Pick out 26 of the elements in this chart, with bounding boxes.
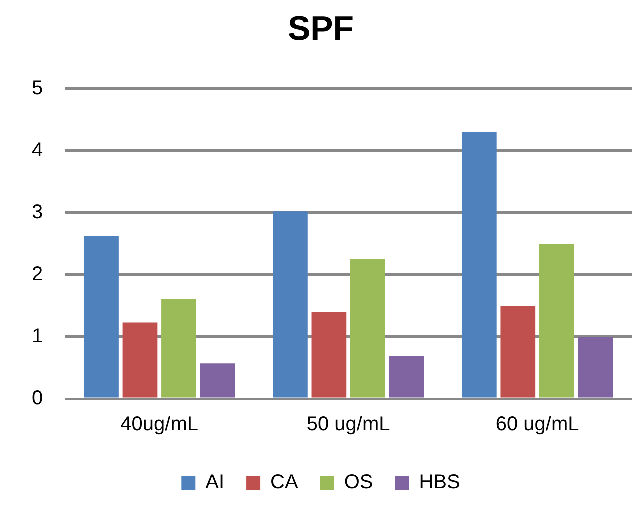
bar [350,259,386,398]
x-tick-label: 60 ug/mL [496,414,580,436]
y-tick-label: 4 [32,139,44,162]
bar [122,322,158,398]
legend-label: OS [344,472,374,494]
y-tick-label: 0 [32,388,44,410]
bar [312,312,347,398]
legend-label: CA [270,472,299,494]
legend-label: HBS [419,472,460,494]
bar [500,306,536,398]
bar [162,299,196,398]
y-tick-label: 2 [32,263,44,286]
bar [389,356,424,398]
y-tick-label: 5 [32,77,44,100]
x-tick-label: 40ug/mL [120,414,199,436]
y-tick-label: 1 [32,325,44,348]
y-tick-label: 3 [32,201,44,224]
chart-title: SPF [288,10,354,48]
bar [200,364,236,398]
bar [273,212,308,398]
bar [539,244,574,398]
x-tick-label: 50 ug/mL [306,414,390,436]
legend-label: AI [206,472,225,494]
bar [578,336,614,398]
bar [84,236,119,398]
bar [462,132,497,398]
